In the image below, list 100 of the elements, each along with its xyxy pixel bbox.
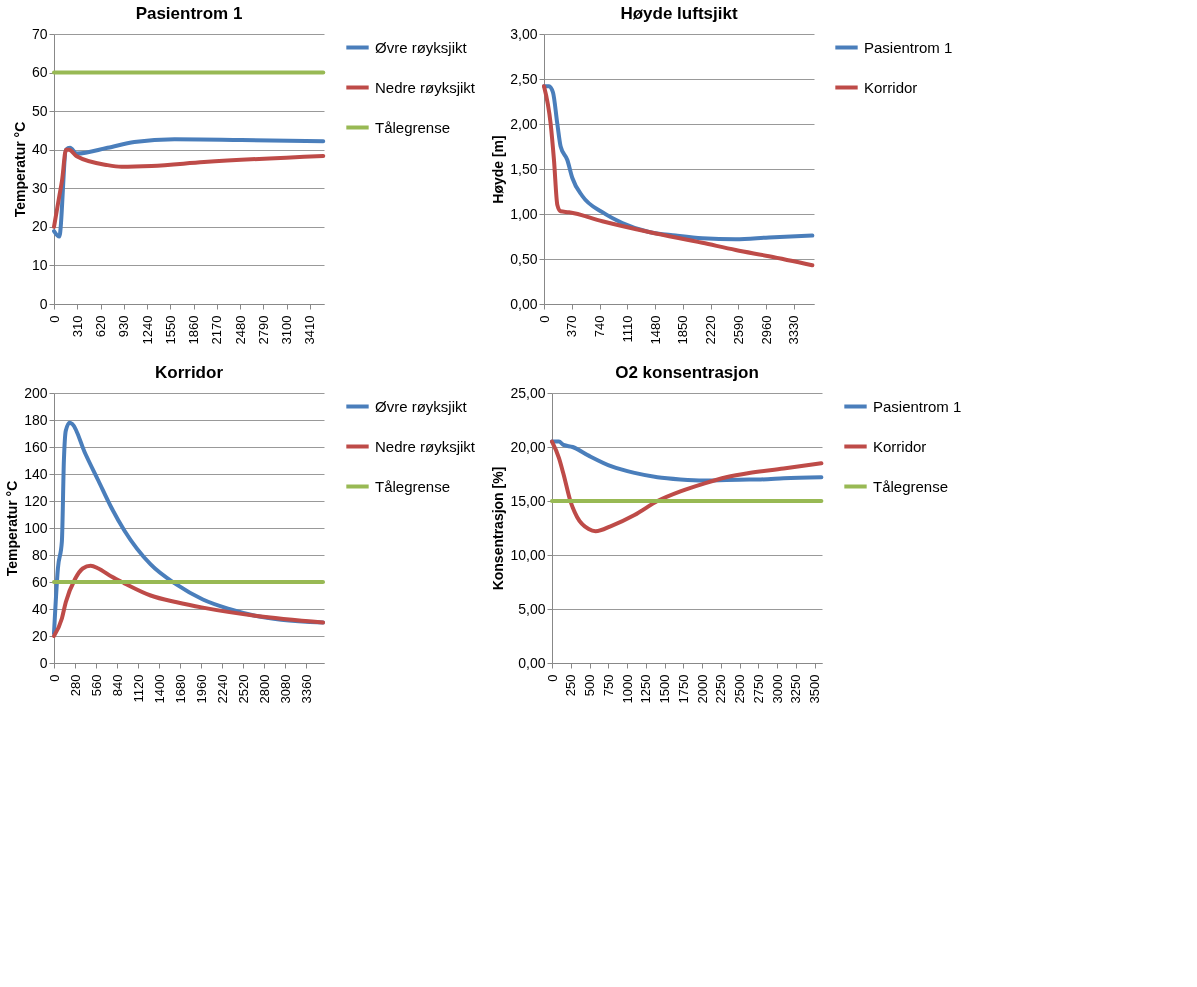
legend-label: Tålegrense (375, 477, 451, 495)
y-tick-label: 1,50 (510, 160, 538, 177)
x-tick-label: 3000 (769, 674, 785, 704)
x-tick-label: 620 (93, 315, 108, 338)
y-tick-label: 60 (31, 64, 48, 81)
y-tick-label: 1,00 (510, 205, 538, 222)
y-tick-label: 25,00 (510, 384, 546, 401)
x-tick-label: 1960 (193, 674, 209, 704)
x-tick-label: 2790 (255, 315, 271, 345)
x-tick-label: 2250 (713, 674, 729, 704)
x-tick-label: 370 (564, 315, 580, 338)
x-tick-label: 2960 (758, 315, 774, 345)
y-tick-label: 140 (24, 465, 48, 482)
y-tick-label: 70 (31, 25, 48, 42)
y-tick-label: 10 (31, 256, 48, 273)
legend-label: Tålegrense (375, 118, 451, 136)
y-tick-label: 5,00 (518, 600, 546, 617)
chart-title: Høyde luftsjikt (620, 4, 738, 23)
x-tick-label: 500 (582, 674, 597, 697)
x-tick-label: 1000 (619, 674, 635, 704)
x-tick-label: 3410 (302, 315, 318, 345)
legend-label: Øvre røyksjikt (375, 397, 468, 415)
x-tick-label: 930 (116, 315, 132, 338)
y-axis-title: Høyde [m] (490, 135, 507, 204)
y-tick-label: 3,00 (510, 25, 538, 42)
x-tick-label: 2000 (694, 674, 710, 704)
y-tick-label: 0,00 (518, 654, 546, 671)
x-tick-label: 1120 (130, 674, 146, 703)
line-series (550, 439, 824, 534)
y-tick-label: 180 (24, 411, 48, 428)
x-tick-label: 3080 (277, 674, 293, 704)
y-tick-label: 0,00 (510, 295, 538, 312)
y-tick-label: 50 (31, 102, 48, 119)
x-tick-label: 740 (592, 315, 607, 338)
y-tick-label: 0,50 (510, 250, 538, 267)
x-tick-label: 1110 (619, 315, 635, 343)
x-tick-label: 1850 (675, 315, 691, 345)
legend-label: Tålegrense (873, 477, 949, 495)
x-tick-label: 0 (544, 674, 560, 682)
x-tick-label: 250 (563, 674, 579, 697)
y-tick-label: 40 (31, 141, 48, 158)
x-tick-label: 2520 (235, 674, 251, 704)
x-tick-label: 2590 (730, 315, 746, 345)
y-axis-title: Temperatur °C (11, 121, 28, 218)
x-tick-label: 2500 (732, 674, 747, 704)
x-tick-label: 3360 (298, 674, 314, 704)
x-tick-label: 1240 (139, 315, 155, 345)
y-tick-label: 20 (31, 627, 48, 644)
legend-label: Korridor (864, 78, 918, 96)
x-tick-label: 3250 (788, 674, 804, 704)
x-tick-label: 1680 (172, 674, 188, 704)
x-tick-label: 1500 (657, 674, 672, 704)
y-tick-label: 80 (31, 546, 48, 563)
chart-title: Pasientrom 1 (135, 4, 243, 23)
legend-label: Nedre røyksjikt (375, 78, 476, 96)
x-tick-label: 3100 (279, 315, 294, 345)
y-axis-title: Temperatur °C (4, 480, 21, 577)
y-tick-label: 160 (24, 438, 48, 455)
legend-label: Pasientrom 1 (864, 38, 953, 56)
x-tick-label: 2220 (703, 315, 718, 345)
line-series (52, 147, 326, 229)
y-tick-label: 30 (31, 179, 48, 196)
y-tick-label: 200 (24, 384, 48, 401)
x-tick-label: 1750 (675, 674, 691, 704)
legend-label: Øvre røyksjikt (375, 38, 468, 56)
y-tick-label: 60 (31, 573, 48, 590)
chart-title: Korridor (155, 363, 224, 382)
y-tick-label: 2,50 (510, 70, 538, 87)
x-tick-label: 3330 (786, 315, 802, 345)
x-tick-label: 310 (69, 315, 85, 338)
y-tick-label: 20,00 (510, 438, 546, 455)
x-tick-label: 0 (46, 315, 62, 323)
x-tick-label: 0 (536, 315, 552, 323)
y-tick-label: 15,00 (510, 492, 546, 509)
x-tick-label: 840 (109, 674, 125, 697)
legend-label: Pasientrom 1 (873, 397, 962, 415)
y-tick-label: 120 (24, 492, 48, 509)
line-series (52, 563, 326, 638)
legend-label: Korridor (873, 437, 927, 455)
x-tick-label: 3500 (807, 674, 822, 704)
x-tick-label: 0 (46, 674, 62, 682)
x-tick-label: 280 (67, 674, 83, 697)
y-tick-label: 40 (31, 600, 48, 617)
legend-label: Nedre røyksjikt (375, 437, 476, 455)
x-tick-label: 1400 (151, 674, 167, 704)
x-tick-label: 1550 (162, 315, 178, 345)
y-tick-label: 0 (39, 295, 48, 312)
y-tick-label: 0 (39, 654, 48, 671)
x-tick-label: 750 (600, 674, 616, 697)
x-tick-label: 1250 (638, 674, 654, 704)
x-tick-label: 1860 (186, 315, 201, 345)
y-tick-label: 100 (24, 519, 48, 536)
x-tick-label: 560 (88, 674, 104, 697)
y-tick-label: 2,00 (510, 115, 538, 132)
x-tick-label: 2480 (232, 315, 248, 345)
x-tick-label: 2800 (256, 674, 272, 704)
y-tick-label: 20 (31, 218, 48, 235)
x-tick-label: 2240 (214, 674, 230, 704)
x-tick-label: 2750 (750, 674, 766, 704)
x-tick-label: 1480 (647, 315, 663, 345)
